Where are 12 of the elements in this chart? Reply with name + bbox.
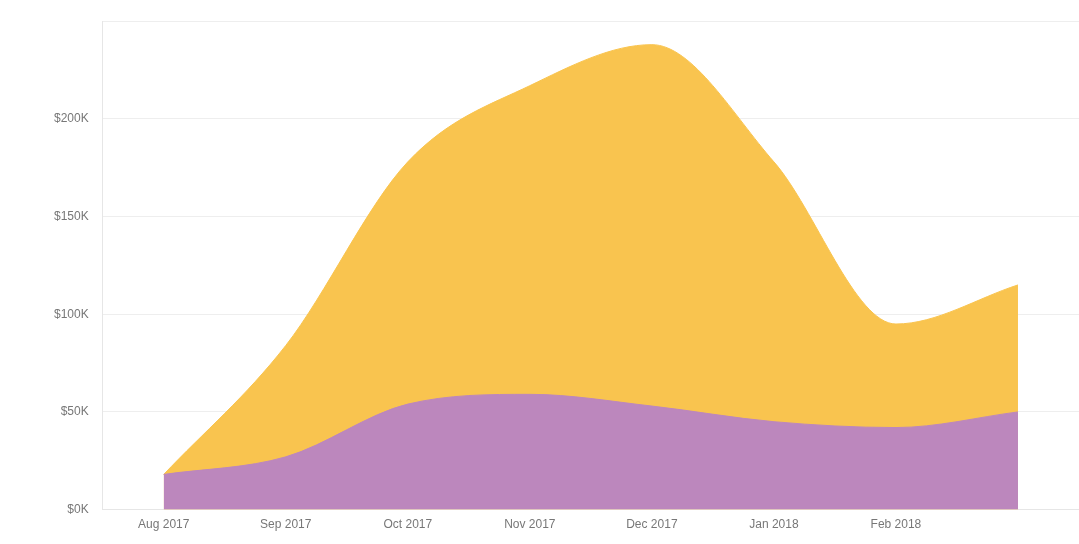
x-tick-label: Aug 2017 [138, 517, 190, 532]
y-tick-label: $100K [54, 306, 89, 321]
x-tick-label: Dec 2017 [626, 517, 678, 532]
y-tick-label: $150K [54, 208, 89, 223]
y-tick-label: $50K [60, 404, 89, 419]
x-tick-label: Oct 2017 [383, 517, 433, 532]
x-tick-label: Sep 2017 [260, 517, 312, 532]
y-tick-label: $0K [67, 501, 89, 516]
x-tick-label: Jan 2018 [749, 517, 799, 532]
y-tick-label: $200K [54, 111, 89, 126]
x-tick-label: Nov 2017 [504, 517, 556, 532]
x-tick-label: Feb 2018 [870, 517, 922, 532]
